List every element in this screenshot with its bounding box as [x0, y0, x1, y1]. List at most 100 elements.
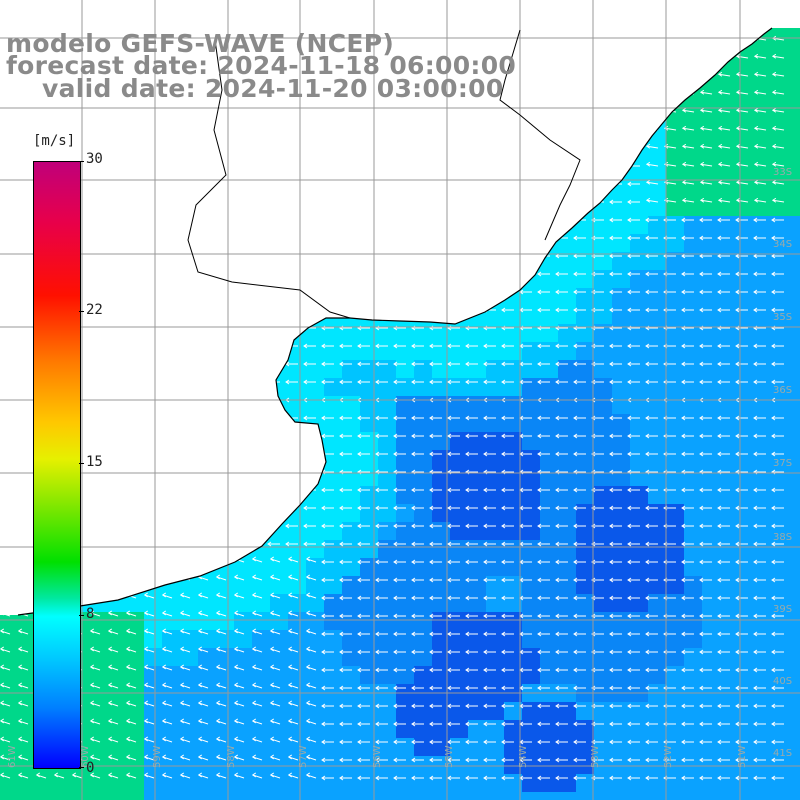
- wind-arrow-head: [645, 289, 650, 295]
- sea-cell: [738, 162, 757, 181]
- sea-cell: [684, 234, 703, 253]
- sea-cell: [162, 702, 181, 721]
- sea-cell: [792, 414, 800, 433]
- sea-cell: [432, 396, 451, 415]
- sea-cell: [522, 468, 541, 487]
- sea-cell: [486, 378, 505, 397]
- sea-cell: [378, 576, 397, 595]
- sea-cell: [486, 432, 505, 451]
- sea-cell: [324, 414, 343, 433]
- wind-arrow-head: [609, 451, 614, 457]
- wind-arrow-head: [573, 379, 578, 385]
- wind-arrow-head: [627, 217, 632, 223]
- wind-arrow-head: [609, 523, 614, 529]
- wind-arrow-head: [179, 628, 185, 634]
- sea-cell: [504, 576, 523, 595]
- wind-arrow-head: [573, 361, 578, 367]
- wind-arrow-head: [375, 415, 380, 421]
- wind-arrow-head: [573, 505, 578, 511]
- sea-cell: [684, 432, 703, 451]
- sea-cell: [756, 396, 775, 415]
- sea-cell: [504, 666, 523, 685]
- sea-cell: [342, 612, 361, 631]
- sea-cell: [774, 324, 793, 343]
- sea-cell: [774, 594, 793, 613]
- sea-cell: [324, 612, 343, 631]
- sea-cell: [270, 702, 289, 721]
- sea-cell: [378, 792, 397, 800]
- sea-cell: [648, 792, 667, 800]
- sea-cell: [684, 612, 703, 631]
- sea-cell: [270, 594, 289, 613]
- wind-arrow-head: [215, 610, 221, 616]
- wind-arrow-head: [303, 415, 308, 421]
- sea-cell: [360, 630, 379, 649]
- sea-cell: [234, 630, 253, 649]
- wind-arrow-head: [645, 415, 650, 421]
- sea-cell: [414, 594, 433, 613]
- wind-arrow-head: [753, 505, 758, 511]
- wind-arrow-head: [573, 595, 578, 601]
- sea-cell: [612, 270, 631, 289]
- wind-arrow-head: [699, 271, 704, 277]
- sea-cell: [504, 648, 523, 667]
- sea-cell: [594, 738, 613, 757]
- sea-cell: [576, 414, 595, 433]
- sea-cell: [576, 738, 595, 757]
- wind-arrow-head: [735, 217, 740, 223]
- wind-arrow-head: [681, 161, 687, 167]
- sea-cell: [756, 270, 775, 289]
- sea-cell: [792, 738, 800, 757]
- sea-cell: [720, 270, 739, 289]
- wind-arrow: [754, 181, 767, 185]
- sea-cell: [396, 738, 415, 757]
- sea-cell: [702, 648, 721, 667]
- sea-cell: [414, 576, 433, 595]
- sea-cell: [756, 36, 775, 55]
- wind-arrow-head: [717, 253, 722, 259]
- wind-arrow: [664, 181, 677, 185]
- sea-cell: [648, 216, 667, 235]
- sea-cell: [504, 540, 523, 559]
- sea-cell: [612, 360, 631, 379]
- sea-cell: [702, 792, 721, 800]
- wind-arrow-head: [681, 217, 686, 223]
- sea-cell: [144, 594, 163, 613]
- sea-cell: [684, 108, 703, 127]
- wind-arrow-head: [501, 595, 506, 601]
- sea-cell: [414, 414, 433, 433]
- wind-arrow-head: [501, 379, 506, 385]
- wind-arrow-head: [555, 307, 560, 313]
- wind-arrow-head: [339, 433, 344, 439]
- wind-arrow: [700, 199, 713, 203]
- sea-cell: [324, 324, 343, 343]
- wind-arrow-head: [429, 631, 434, 637]
- sea-cell: [0, 702, 19, 721]
- wind-arrow-head: [645, 361, 650, 367]
- wind-arrow-head: [339, 631, 344, 637]
- wind-arrow-head: [287, 592, 293, 598]
- wind-arrow-head: [537, 487, 542, 493]
- sea-cell: [666, 576, 685, 595]
- sea-cell: [558, 738, 577, 757]
- sea-cell: [756, 108, 775, 127]
- wind-arrow-head: [429, 415, 434, 421]
- sea-cell: [684, 522, 703, 541]
- sea-cell: [756, 630, 775, 649]
- wind-arrow-head: [645, 451, 650, 457]
- wind-arrow-head: [753, 613, 758, 619]
- wind-arrow-head: [717, 559, 722, 565]
- sea-cell: [630, 378, 649, 397]
- sea-cell: [324, 738, 343, 757]
- sea-cell: [522, 720, 541, 739]
- sea-cell: [432, 666, 451, 685]
- sea-cell: [702, 198, 721, 217]
- wind-arrow-head: [269, 574, 275, 580]
- sea-cell: [756, 558, 775, 577]
- sea-cell: [702, 360, 721, 379]
- sea-cell: [522, 324, 541, 343]
- wind-arrow-head: [321, 577, 326, 583]
- wind-arrow-head: [735, 143, 741, 149]
- wind-arrow-head: [609, 577, 614, 583]
- wind-arrow-head: [303, 343, 308, 349]
